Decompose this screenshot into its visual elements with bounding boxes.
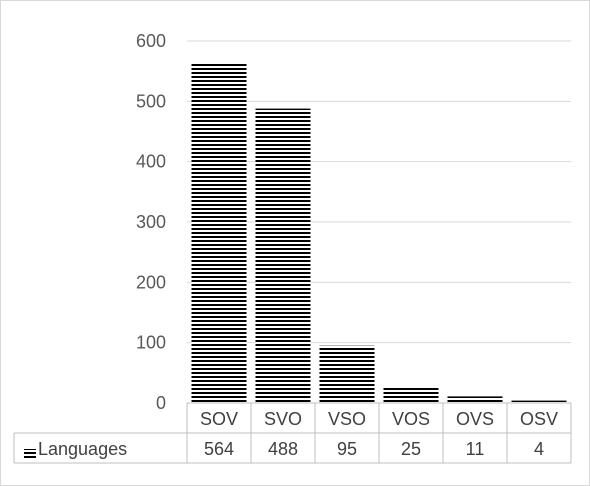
x-category-label: VOS bbox=[392, 409, 430, 429]
bar-ovs bbox=[447, 396, 503, 403]
x-category-label: VSO bbox=[328, 409, 366, 429]
y-tick-label: 100 bbox=[136, 333, 166, 353]
y-tick-label: 200 bbox=[136, 272, 166, 292]
y-tick-label: 300 bbox=[136, 212, 166, 232]
data-label: 564 bbox=[204, 439, 234, 459]
bar-sov bbox=[191, 62, 247, 403]
y-axis-ticks: 0 100 200 300 400 500 600 bbox=[136, 31, 166, 413]
y-tick-label: 400 bbox=[136, 152, 166, 172]
data-table: SOV SVO VSO VOS OVS OSV Languages 564 488 95 25 11 4 bbox=[13, 402, 572, 464]
gridlines bbox=[187, 40, 571, 344]
bar-vso bbox=[319, 345, 375, 403]
bar-svo bbox=[255, 108, 311, 403]
y-tick-label: 500 bbox=[136, 91, 166, 111]
y-tick-label: 0 bbox=[156, 393, 166, 413]
data-label: 4 bbox=[534, 439, 544, 459]
legend-label: Languages bbox=[38, 439, 127, 459]
x-category-label: SVO bbox=[264, 409, 302, 429]
data-label: 11 bbox=[466, 439, 485, 459]
bar-osv bbox=[511, 400, 567, 403]
y-tick-label: 600 bbox=[136, 31, 166, 51]
bars bbox=[191, 62, 567, 403]
x-category-label: OSV bbox=[520, 409, 558, 429]
data-label: 25 bbox=[401, 439, 421, 459]
data-label: 95 bbox=[337, 439, 357, 459]
data-label: 488 bbox=[268, 439, 298, 459]
bar-vos bbox=[383, 387, 439, 403]
x-category-label: SOV bbox=[200, 409, 238, 429]
legend-key bbox=[24, 449, 36, 458]
x-category-label: OVS bbox=[456, 409, 494, 429]
